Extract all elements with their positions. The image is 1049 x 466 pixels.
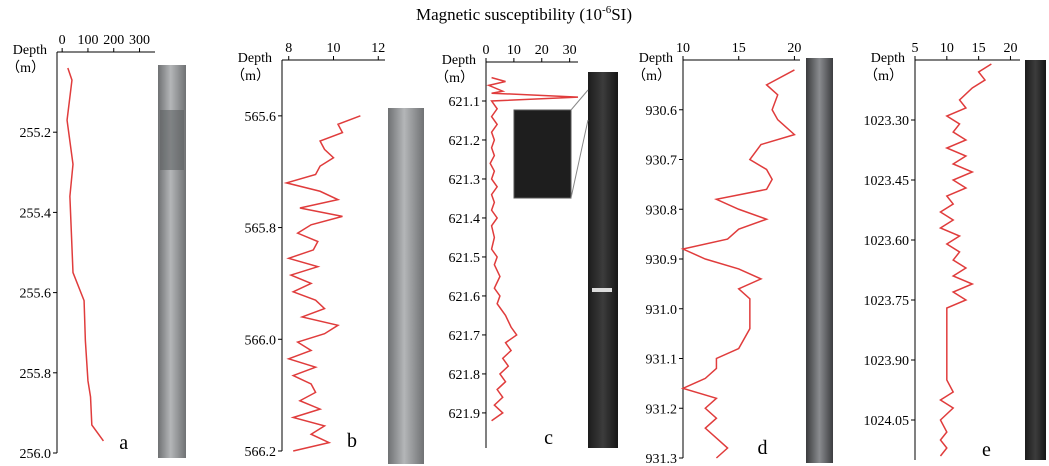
inset-connector <box>570 119 589 199</box>
depth-tick-label: 621.6 <box>449 290 481 305</box>
depth-axis-label: Depth <box>13 43 47 58</box>
inset-connector <box>570 89 589 111</box>
depth-tick-label: 566.0 <box>245 333 277 348</box>
depth-tick-label: 621.4 <box>449 212 481 227</box>
value-tick-label: 5 <box>912 41 919 56</box>
panel-label: d <box>758 437 768 459</box>
depth-axis-unit: （m） <box>435 70 474 86</box>
value-tick-label: 200 <box>103 33 124 48</box>
depth-axis-unit: （m） <box>864 68 903 84</box>
title-suffix: SI) <box>611 5 632 24</box>
panel-label: c <box>544 427 553 449</box>
depth-axis-label: Depth <box>442 53 476 68</box>
depth-tick-label: 1023.75 <box>864 294 910 309</box>
depth-tick-label: 621.8 <box>449 368 481 383</box>
depth-axis-label: Depth <box>238 51 272 66</box>
value-tick-label: 10 <box>676 41 690 56</box>
value-tick-label: 0 <box>59 33 66 48</box>
depth-axis-label: Depth <box>871 51 905 66</box>
depth-tick-label: 255.8 <box>20 367 52 382</box>
title-text: Magnetic susceptibility (10 <box>416 5 602 24</box>
depth-tick-label: 621.1 <box>449 95 481 110</box>
depth-axis-unit: （m） <box>6 60 45 76</box>
value-tick-label: 20 <box>1003 41 1017 56</box>
depth-tick-label: 255.2 <box>20 126 52 141</box>
value-tick-label: 300 <box>129 33 150 48</box>
core-photo <box>388 108 424 464</box>
depth-tick-label: 931.1 <box>646 353 678 368</box>
panel-label: b <box>347 430 357 452</box>
core-photo-detail <box>160 110 184 170</box>
depth-tick-label: 621.2 <box>449 134 481 149</box>
depth-axis-unit: （m） <box>231 68 270 84</box>
core-photo <box>806 58 833 463</box>
depth-tick-label: 621.9 <box>449 407 481 422</box>
core-photo <box>1025 60 1046 460</box>
susceptibility-line <box>938 63 992 457</box>
depth-tick-label: 1024.05 <box>864 414 910 429</box>
susceptibility-line <box>283 115 361 452</box>
depth-tick-label: 621.7 <box>449 329 481 344</box>
depth-tick-label: 255.4 <box>20 206 52 221</box>
depth-tick-label: 931.0 <box>646 303 678 318</box>
value-tick-label: 0 <box>483 43 490 58</box>
value-tick-label: 10 <box>507 43 521 58</box>
value-tick-label: 15 <box>732 41 746 56</box>
value-tick-label: 8 <box>285 41 292 56</box>
value-tick-label: 30 <box>563 43 577 58</box>
susceptibility-line <box>486 76 579 422</box>
depth-axis-label: Depth <box>639 51 673 66</box>
depth-tick-label: 566.2 <box>245 445 277 460</box>
depth-axis-unit: （m） <box>632 68 671 84</box>
depth-tick-label: 1023.45 <box>864 174 910 189</box>
susceptibility-line <box>66 67 105 442</box>
depth-tick-label: 1023.30 <box>864 114 910 129</box>
value-tick-label: 10 <box>327 41 341 56</box>
core-images <box>158 58 1046 464</box>
depth-tick-label: 930.9 <box>646 253 678 268</box>
core-inset-photo <box>513 109 572 199</box>
figure-title: Magnetic susceptibility (10-6SI) <box>416 4 632 24</box>
panel-label: e <box>982 439 991 461</box>
value-tick-label: 12 <box>371 41 385 56</box>
susceptibility-line <box>680 69 796 459</box>
depth-tick-label: 565.8 <box>245 222 277 237</box>
depth-tick-label: 256.0 <box>20 447 52 462</box>
value-tick-label: 20 <box>535 43 549 58</box>
value-tick-label: 100 <box>77 33 98 48</box>
value-tick-label: 20 <box>787 41 801 56</box>
depth-tick-label: 931.2 <box>646 402 678 417</box>
depth-tick-label: 930.6 <box>646 104 678 119</box>
depth-tick-label: 255.6 <box>20 287 52 302</box>
depth-tick-label: 565.6 <box>245 110 277 125</box>
depth-tick-label: 621.3 <box>449 173 481 188</box>
depth-tick-label: 930.8 <box>646 203 678 218</box>
value-tick-label: 10 <box>940 41 954 56</box>
panel-label: a <box>119 432 128 454</box>
depth-tick-label: 621.5 <box>449 251 481 266</box>
core-photo-detail <box>592 288 612 292</box>
depth-tick-label: 1023.90 <box>864 354 910 369</box>
title-superscript: -6 <box>602 4 612 16</box>
depth-tick-label: 1023.60 <box>864 234 910 249</box>
core-photo <box>588 72 618 448</box>
value-tick-label: 15 <box>972 41 986 56</box>
depth-tick-label: 930.7 <box>646 154 678 169</box>
depth-tick-label: 931.3 <box>646 452 678 466</box>
